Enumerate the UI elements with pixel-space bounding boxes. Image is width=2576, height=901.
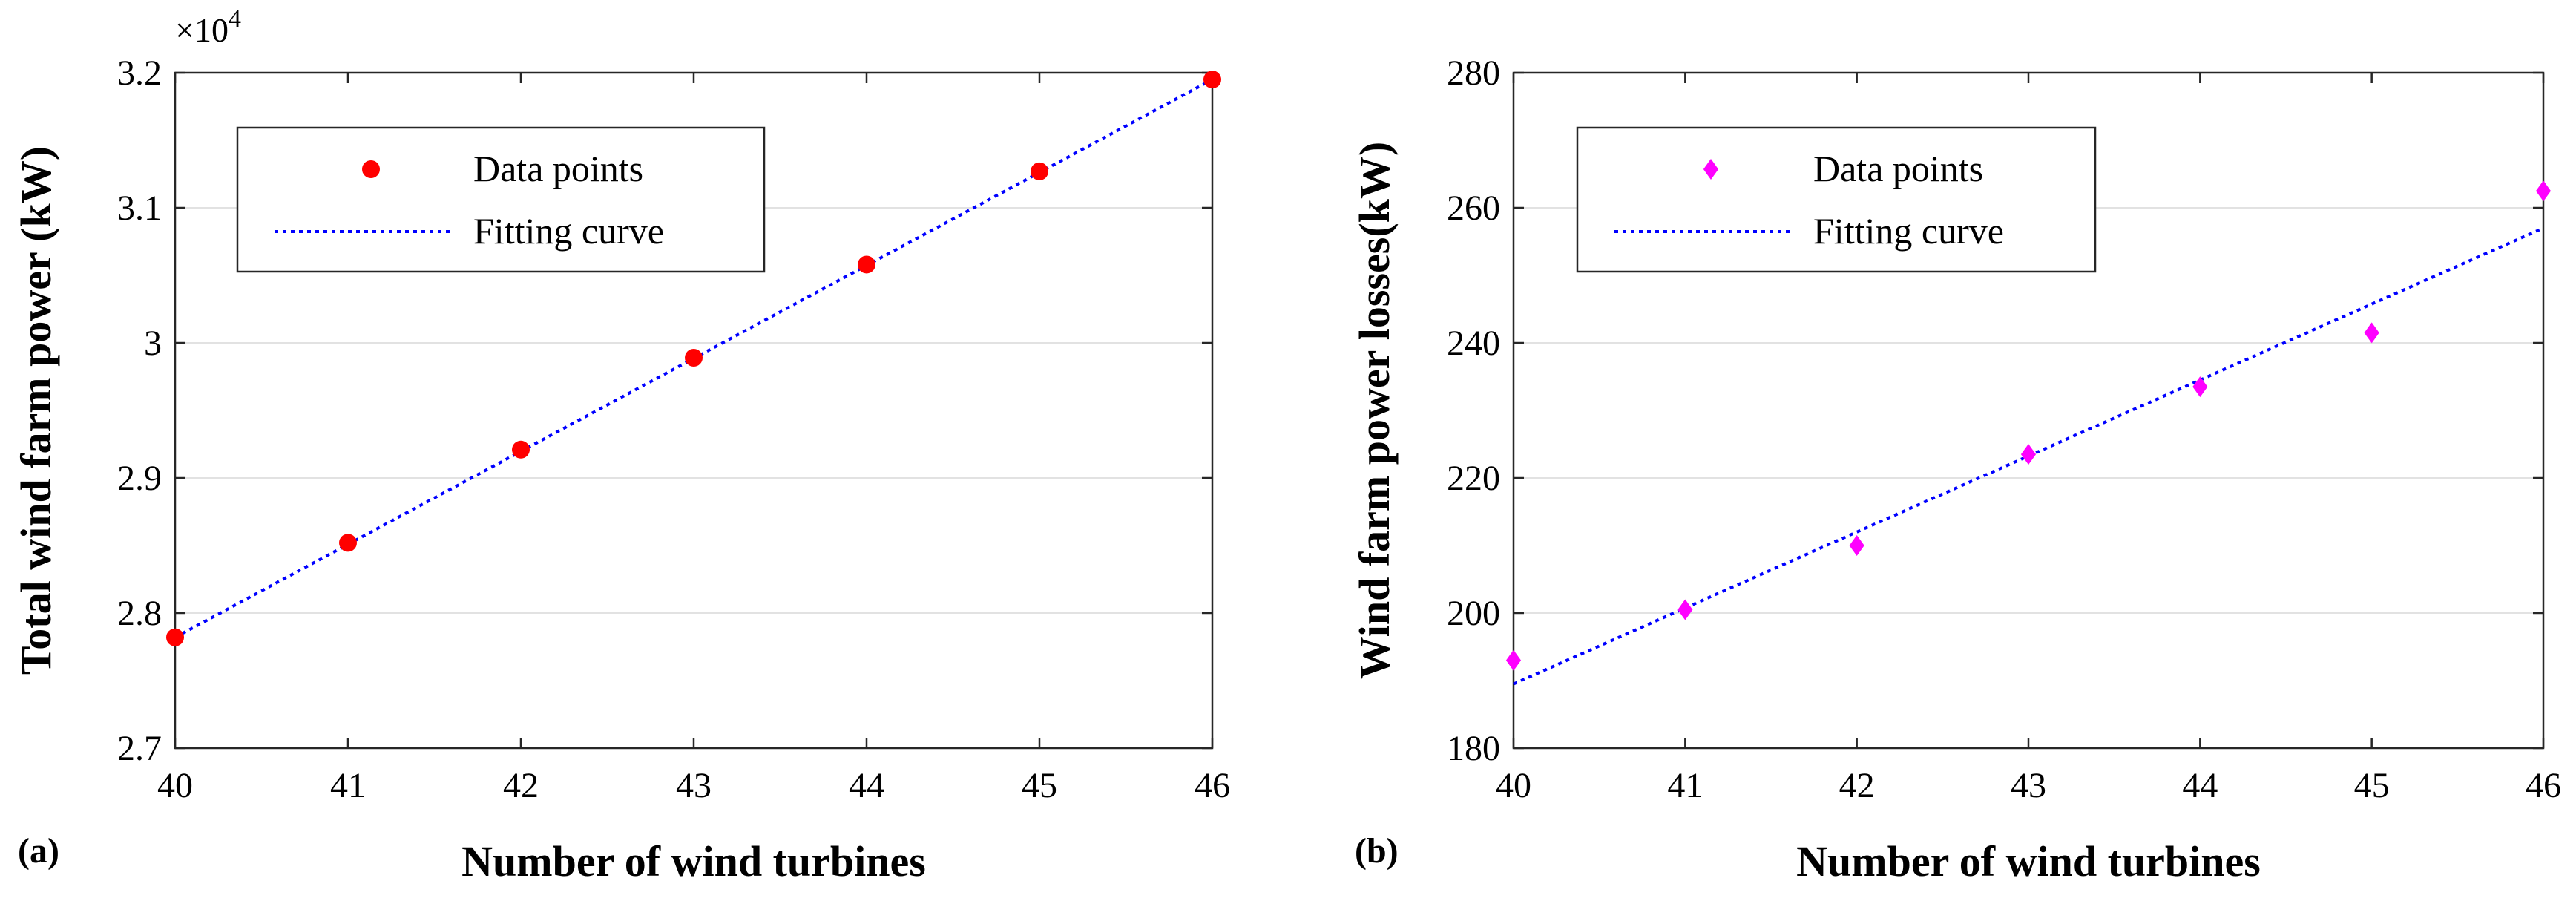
x-tick-label: 44: [2182, 766, 2218, 805]
y-tick-label: 180: [1447, 729, 1500, 768]
data-point: [339, 534, 357, 552]
x-axis-label: Number of wind turbines: [461, 837, 926, 885]
data-point: [2192, 376, 2208, 398]
y-tick-label: 200: [1447, 594, 1500, 633]
x-tick-label: 42: [503, 766, 539, 805]
x-tick-label: 46: [2526, 766, 2561, 805]
data-point: [1031, 162, 1048, 180]
y-tick-label: 220: [1447, 459, 1500, 498]
panel-label: (a): [18, 831, 59, 871]
legend-box: [1576, 126, 2097, 273]
x-tick-label: 44: [849, 766, 884, 805]
y-tick-label: 2.8: [117, 594, 162, 633]
data-point: [1203, 71, 1221, 89]
exponent-power: 4: [229, 5, 241, 33]
y-exponent-label: ×104: [175, 5, 241, 49]
y-tick-label: 3.1: [117, 189, 162, 228]
data-point: [512, 440, 530, 459]
legend-label-data-points: Data points: [473, 148, 643, 189]
panel-b: 180 200 220 240 260 280 40 41 42 43 44 45 46 Number o…: [1350, 53, 2561, 885]
data-point: [2364, 322, 2379, 344]
legend-label-fitting-curve: Fitting curve: [473, 210, 664, 252]
data-point: [1849, 535, 1864, 556]
x-tick-label: 40: [157, 766, 193, 805]
y-tick-label: 280: [1447, 53, 1500, 93]
legend: Data points Fitting curve: [1576, 126, 2097, 273]
data-point: [2535, 180, 2552, 202]
data-point: [166, 628, 184, 646]
y-tick-label: 3: [144, 324, 162, 363]
x-tick-label: 41: [1667, 766, 1703, 805]
y-tick-label: 240: [1447, 324, 1500, 363]
legend-marker-data-points: [362, 160, 380, 178]
x-tick-label: 43: [2011, 766, 2046, 805]
legend-label-data-points: Data points: [1813, 148, 1983, 189]
exponent-base: ×10: [175, 11, 229, 49]
y-tick-label: 2.7: [117, 729, 162, 768]
data-point: [685, 349, 703, 367]
y-axis-label: Total wind farm power (kW): [12, 146, 60, 675]
y-tick-label: 3.2: [117, 53, 162, 93]
data-point: [2020, 444, 2037, 465]
x-tick-label: 41: [330, 766, 366, 805]
legend-box: [236, 126, 766, 273]
legend: Data points Fitting curve: [236, 126, 766, 273]
y-axis-label: Wind farm power losses(kW): [1350, 142, 1399, 680]
data-point: [1505, 649, 1522, 671]
x-tick-label: 46: [1195, 766, 1230, 805]
legend-marker-data-points: [1703, 159, 1719, 180]
x-tick-label: 45: [2354, 766, 2390, 805]
panel-a: 2.7 2.8 2.9 3 3.1 3.2 40 41 42 43 44 45 46 ×104 Number…: [12, 5, 1230, 885]
y-tick-label: 2.9: [117, 459, 162, 498]
x-tick-label: 40: [1496, 766, 1531, 805]
legend-label-fitting-curve: Fitting curve: [1813, 210, 2004, 252]
data-point: [1678, 599, 1693, 620]
panel-label: (b): [1355, 831, 1399, 871]
y-tick-label: 260: [1447, 189, 1500, 228]
x-tick-label: 42: [1839, 766, 1875, 805]
x-tick-label: 45: [1022, 766, 1057, 805]
x-tick-label: 43: [676, 766, 712, 805]
x-axis-label: Number of wind turbines: [1796, 837, 2261, 885]
data-point: [858, 255, 875, 274]
